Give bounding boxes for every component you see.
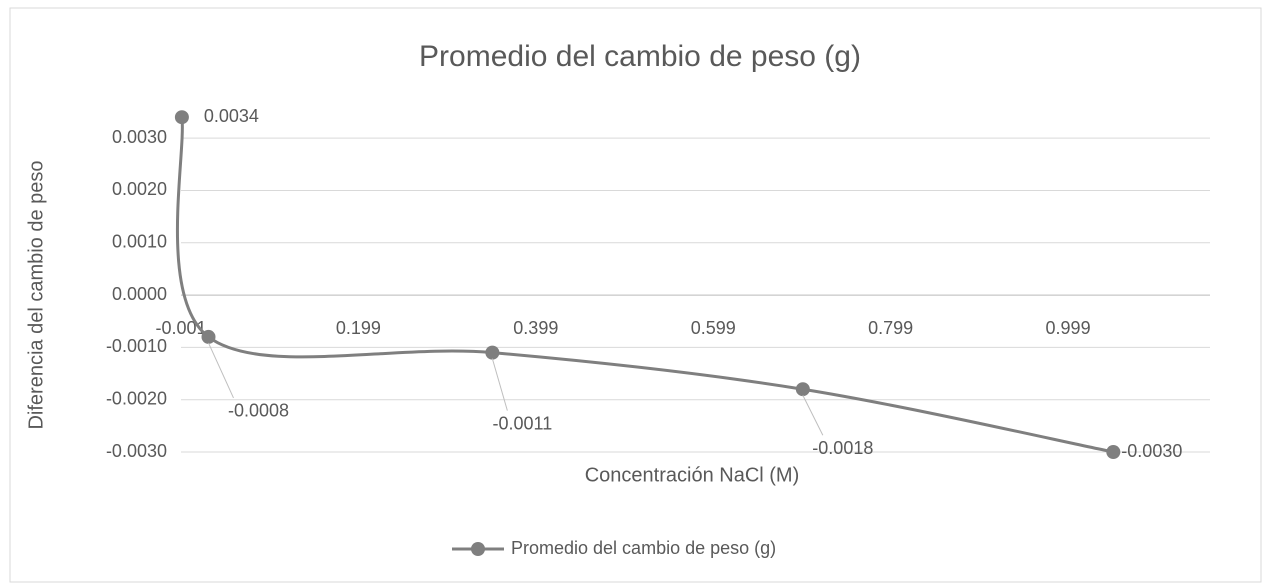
data-label: -0.0011 (493, 413, 553, 433)
leader-line (208, 342, 234, 399)
y-tick-label: 0.0010 (112, 232, 167, 252)
x-tick-label: -0.001 (155, 318, 206, 338)
y-tick-label: 0.0020 (112, 179, 167, 199)
y-tick-label: -0.0020 (106, 388, 167, 408)
data-label: -0.0030 (1121, 441, 1182, 461)
chart-title: Promedio del cambio de peso (g) (419, 40, 861, 73)
x-tick-label: 0.999 (1046, 318, 1091, 338)
x-tick-label: 0.399 (513, 318, 558, 338)
x-tick-label: 0.799 (868, 318, 913, 338)
data-point (1106, 445, 1121, 459)
y-tick-label: 0.0000 (112, 284, 167, 304)
legend-marker (471, 542, 485, 556)
leader-line (802, 395, 824, 436)
x-axis-title: Concentración NaCl (M) (585, 464, 800, 486)
y-tick-label: -0.0010 (106, 336, 167, 356)
data-label: -0.0018 (812, 438, 873, 458)
data-point (795, 382, 810, 397)
y-tick-label: -0.0030 (106, 441, 167, 461)
data-point (485, 345, 500, 360)
y-tick-label: 0.0030 (112, 127, 167, 147)
legend-label: Promedio del cambio de peso (g) (511, 538, 776, 558)
data-label: 0.0034 (204, 106, 259, 126)
data-label: -0.0008 (228, 401, 289, 421)
x-tick-label: 0.599 (691, 318, 736, 338)
x-tick-label: 0.199 (336, 318, 381, 338)
leader-line (491, 358, 508, 411)
y-axis-title: Diferencia del cambio de peso (25, 160, 47, 429)
data-point (174, 110, 189, 125)
data-point (201, 329, 216, 344)
